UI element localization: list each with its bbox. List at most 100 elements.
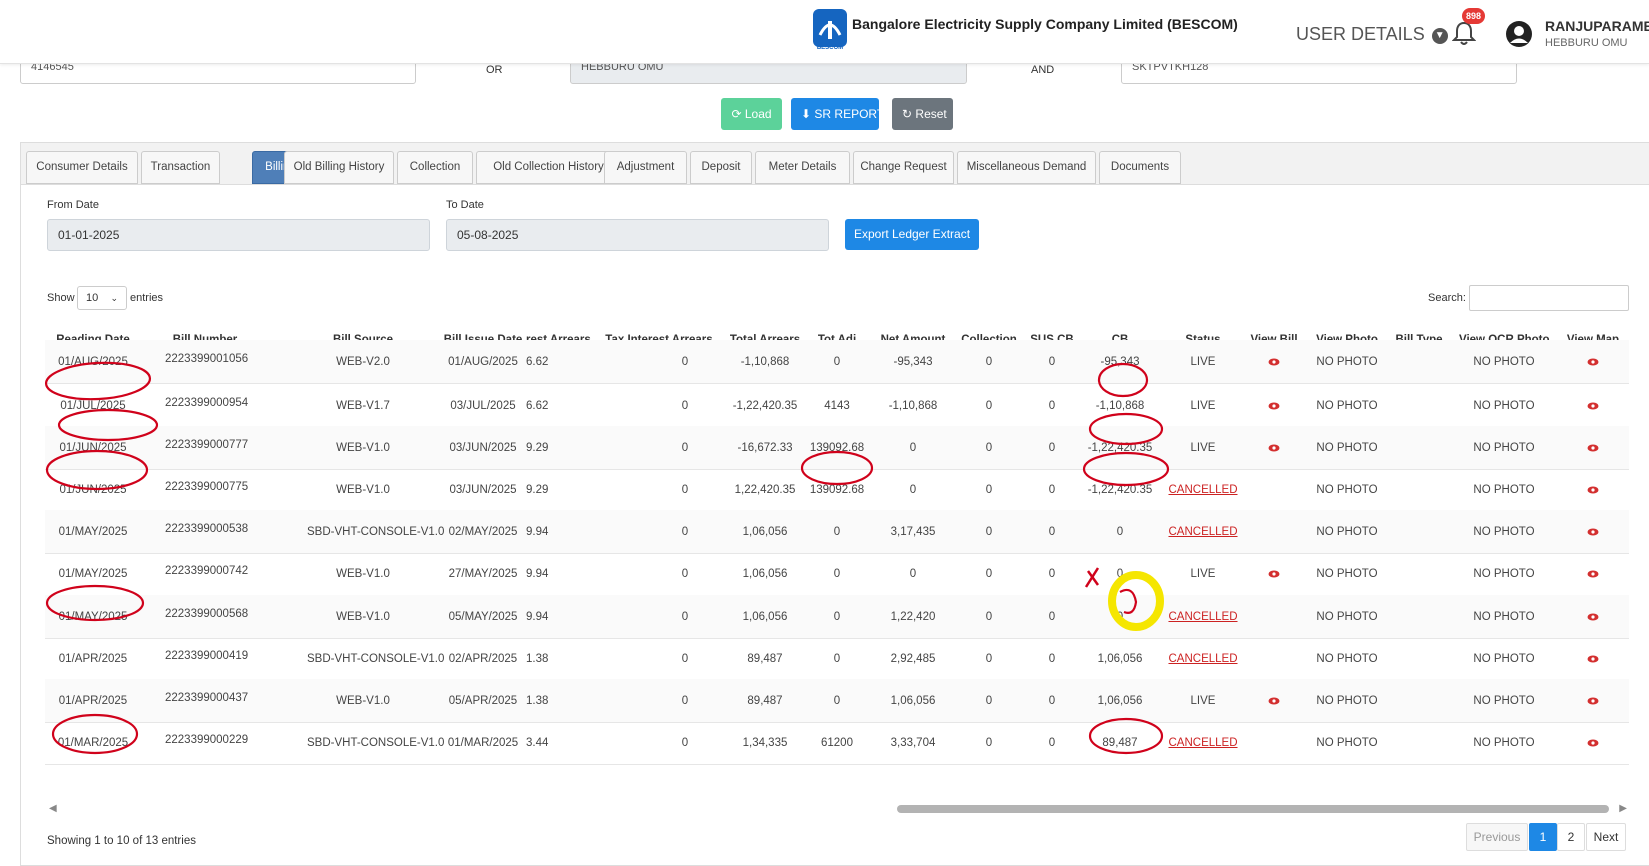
cell-net-amount: 0 (909, 484, 917, 496)
user-details-menu[interactable]: USER DETAILS ▼ (1296, 24, 1448, 45)
status-link[interactable]: CANCELLED (1168, 737, 1238, 749)
scroll-right-icon[interactable]: ▶ (1619, 803, 1627, 814)
view-bill-icon[interactable] (1250, 426, 1298, 470)
page-2-button[interactable]: 2 (1557, 823, 1585, 851)
cell-total-arrears: -1,22,420.35 (732, 400, 798, 412)
view-map-icon[interactable] (1564, 468, 1622, 512)
tab-transaction[interactable]: Transaction (141, 151, 220, 184)
table-row: 01/APR/2025 2223399000419 SBD-VHT-CONSOLE-… (45, 637, 1629, 681)
status-link[interactable]: CANCELLED (1168, 653, 1238, 665)
cell-cb: 0 (1116, 526, 1124, 538)
cell-net-amount: 1,06,056 (890, 695, 936, 707)
cell-net-amount: 0 (909, 442, 917, 454)
export-ledger-button[interactable]: Export Ledger Extract (845, 219, 979, 250)
reset-button[interactable]: ↻ Reset (892, 98, 953, 130)
status-link[interactable]: CANCELLED (1168, 484, 1238, 496)
cell-tax-interest: 0 (681, 653, 689, 665)
cell-tot-adj: 139092.68 (809, 484, 865, 496)
tab-old-billing-history[interactable]: Old Billing History (284, 151, 394, 184)
cell-view-ocr-photo: NO PHOTO (1473, 737, 1535, 749)
cell-bill-source: WEB-V1.0 (336, 695, 390, 707)
status-link[interactable]: CANCELLED (1168, 611, 1238, 623)
cell-tot-adj: 0 (833, 695, 841, 707)
cell-sus-cb: 0 (1048, 653, 1056, 665)
cell-collection: 0 (985, 695, 993, 707)
view-bill-icon[interactable] (1250, 679, 1298, 723)
table-row: 01/MAY/2025 2223399000538 SBD-VHT-CONSOLE-… (45, 510, 1629, 554)
view-map-icon[interactable] (1564, 510, 1622, 554)
sr-report-button[interactable]: ⬇ SR REPORT (791, 98, 884, 130)
cell-rest-arrears: 9.29 (526, 442, 549, 454)
cell-cb: 1,06,056 (1097, 653, 1143, 665)
cell-tax-interest: 0 (681, 695, 689, 707)
avatar-icon[interactable] (1505, 20, 1533, 48)
load-button[interactable]: ⟳ Load (721, 98, 782, 130)
view-map-icon[interactable] (1564, 595, 1622, 639)
cell-view-photo: NO PHOTO (1316, 400, 1378, 412)
cell-reading-date: 01/MAY/2025 (58, 611, 128, 623)
load-label: Load (744, 107, 772, 121)
entries-label: entries (130, 292, 164, 304)
tab-documents[interactable]: Documents (1099, 151, 1181, 184)
search-input[interactable] (1469, 285, 1629, 311)
cell-sus-cb: 0 (1048, 611, 1056, 623)
horizontal-scrollbar[interactable]: ◀ ▶ (45, 801, 1629, 817)
tab-old-collection-history[interactable]: Old Collection History (476, 151, 621, 184)
bell-icon[interactable] (1452, 20, 1476, 46)
cell-sus-cb: 0 (1048, 442, 1056, 454)
view-map-icon[interactable] (1564, 552, 1622, 596)
cell-status[interactable]: CANCELLED (1163, 510, 1243, 554)
cell-tot-adj: 0 (833, 611, 841, 623)
cell-tax-interest: 0 (681, 737, 689, 749)
cell-status[interactable]: CANCELLED (1163, 595, 1243, 639)
cell-total-arrears: 1,22,420.35 (734, 484, 796, 496)
tab-collection[interactable]: Collection (397, 151, 473, 184)
show-label: Show (47, 292, 75, 304)
to-date-input[interactable]: 05-08-2025 (446, 219, 829, 251)
cell-status[interactable]: CANCELLED (1163, 721, 1243, 765)
scroll-left-icon[interactable]: ◀ (49, 803, 57, 814)
cell-bill-source: WEB-V1.0 (336, 484, 390, 496)
cell-status[interactable]: CANCELLED (1163, 468, 1243, 512)
cell-cb: 0 (1116, 611, 1124, 623)
cell-total-arrears: 1,06,056 (742, 568, 788, 580)
table-row: 01/AUG/2025 2223399001056 WEB-V2.0 01/AUG/2… (45, 340, 1629, 384)
view-map-icon[interactable] (1564, 384, 1622, 428)
cell-collection: 0 (985, 400, 993, 412)
cell-cb: -1,22,420.35 (1087, 442, 1153, 454)
cell-tax-interest: 0 (681, 356, 689, 368)
previous-button[interactable]: Previous (1466, 823, 1528, 851)
view-map-icon[interactable] (1564, 340, 1622, 384)
view-bill-icon[interactable] (1250, 384, 1298, 428)
cell-bill-number: 2223399000229 (165, 734, 249, 746)
to-date-label: To Date (446, 199, 484, 211)
cell-total-arrears: 1,06,056 (742, 526, 788, 538)
view-map-icon[interactable] (1564, 637, 1622, 681)
status-link[interactable]: CANCELLED (1168, 526, 1238, 538)
cell-status: LIVE (1190, 442, 1216, 454)
cell-bill-source: WEB-V1.0 (336, 568, 390, 580)
cell-reading-date: 01/MAY/2025 (58, 568, 128, 580)
page-1-button[interactable]: 1 (1529, 823, 1557, 851)
view-map-icon[interactable] (1564, 426, 1622, 470)
page-size-select[interactable]: 10 ⌄ (77, 286, 127, 310)
from-date-input[interactable]: 01-01-2025 (47, 219, 430, 251)
view-bill-icon[interactable] (1250, 552, 1298, 596)
cell-reading-date: 01/APR/2025 (58, 653, 128, 665)
view-map-icon[interactable] (1564, 679, 1622, 723)
tab-miscellaneous-demand[interactable]: Miscellaneous Demand (957, 151, 1096, 184)
tab-meter-details[interactable]: Meter Details (755, 151, 850, 184)
cell-issue-date: 05/MAY/2025 (448, 611, 518, 623)
tab-deposit[interactable]: Deposit (690, 151, 752, 184)
view-map-icon[interactable] (1564, 721, 1622, 765)
scroll-thumb[interactable] (897, 805, 1609, 813)
cell-status[interactable]: CANCELLED (1163, 637, 1243, 681)
cell-bill-number: 2223399000954 (165, 397, 249, 409)
tab-adjustment[interactable]: Adjustment (604, 151, 687, 184)
tab-change-request[interactable]: Change Request (853, 151, 954, 184)
next-button[interactable]: Next (1586, 823, 1626, 851)
view-bill-icon[interactable] (1250, 340, 1298, 384)
cell-reading-date: 01/JUN/2025 (59, 442, 127, 454)
tab-consumer-details[interactable]: Consumer Details (26, 151, 138, 184)
cell-view-ocr-photo: NO PHOTO (1473, 526, 1535, 538)
